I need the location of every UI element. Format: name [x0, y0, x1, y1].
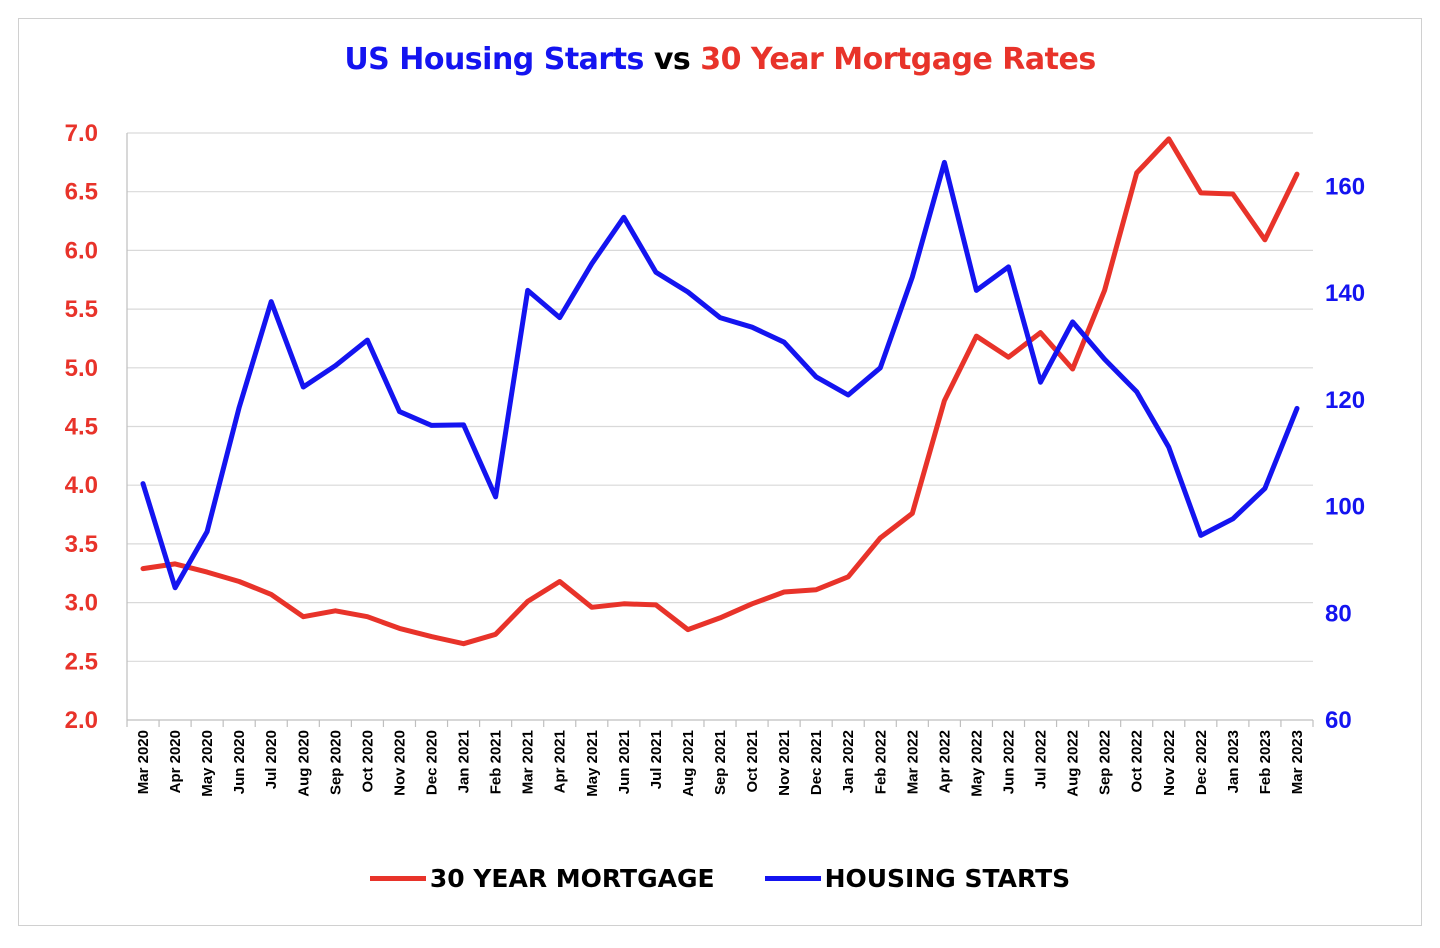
x-tick-label: Dec 2021 — [808, 730, 825, 795]
left-tick-label: 3.5 — [65, 531, 98, 558]
x-tick-label: Jul 2022 — [1033, 730, 1050, 789]
x-tick-label: Apr 2021 — [552, 730, 569, 793]
x-tick-label: Apr 2022 — [936, 730, 953, 793]
x-tick-label: Oct 2022 — [1129, 730, 1146, 793]
x-tick-label: May 2021 — [584, 730, 601, 797]
x-tick-label: Aug 2022 — [1065, 730, 1082, 797]
left-tick-label: 3.0 — [65, 590, 98, 617]
legend: 30 YEAR MORTGAGE HOUSING STARTS — [0, 864, 1440, 893]
x-tick-label: Apr 2020 — [167, 730, 184, 793]
housing-series-line — [140, 159, 1300, 591]
x-tick-label: Jun 2022 — [1000, 730, 1017, 794]
x-tick-label: Sep 2020 — [327, 730, 344, 795]
x-tick-label: Mar 2021 — [520, 730, 537, 794]
x-tick-label: May 2020 — [199, 730, 216, 797]
x-tick-label: Jul 2020 — [263, 730, 280, 789]
left-tick-label: 7.0 — [65, 120, 98, 147]
left-tick-label: 5.5 — [65, 296, 98, 323]
x-tick-label: Sep 2022 — [1097, 730, 1114, 795]
left-tick-label: 6.5 — [65, 179, 98, 206]
x-tick-label: Jan 2022 — [840, 730, 857, 793]
chart-title: US Housing Starts vs 30 Year Mortgage Ra… — [0, 42, 1440, 77]
x-tick-label: Mar 2020 — [135, 730, 152, 794]
title-vs: vs — [643, 42, 701, 77]
x-tick-label: Mar 2022 — [904, 730, 921, 794]
title-housing-starts: US Housing Starts — [344, 42, 644, 77]
left-axis-ticks: 2.0 2.5 3.0 3.5 4.0 4.5 5.0 5.5 6.0 6.5 7.0 — [65, 120, 98, 734]
left-tick-label: 2.5 — [65, 648, 98, 675]
x-tick-label: Nov 2020 — [391, 730, 408, 796]
legend-label-housing: HOUSING STARTS — [824, 864, 1071, 893]
legend-swatch-housing — [764, 876, 821, 881]
left-tick-label: 5.0 — [65, 355, 98, 382]
x-tick-label: Jan 2023 — [1225, 730, 1242, 793]
right-tick-label: 80 — [1325, 600, 1352, 627]
x-tick-label: Jan 2021 — [456, 730, 473, 793]
gridlines — [127, 132, 1313, 662]
legend-item-mortgage: 30 YEAR MORTGAGE — [369, 864, 715, 893]
x-tick-label: Oct 2020 — [359, 730, 376, 793]
title-mortgage-rates: 30 Year Mortgage Rates — [700, 42, 1096, 77]
left-tick-label: 6.0 — [65, 237, 98, 264]
right-tick-label: 60 — [1325, 707, 1352, 734]
right-tick-label: 160 — [1325, 173, 1365, 200]
right-tick-label: 100 — [1325, 494, 1365, 521]
x-tick-label: Aug 2020 — [295, 730, 312, 797]
x-tick-label: Sep 2021 — [712, 730, 729, 795]
right-tick-label: 140 — [1325, 280, 1365, 307]
left-tick-label: 4.0 — [65, 472, 98, 499]
axes — [126, 133, 1314, 727]
x-tick-label: Jun 2020 — [231, 730, 248, 794]
legend-item-housing: HOUSING STARTS — [764, 864, 1071, 893]
series-lines — [140, 136, 1300, 647]
x-tick-label: Jul 2021 — [648, 730, 665, 789]
x-tick-label: Nov 2021 — [776, 730, 793, 796]
right-tick-label: 120 — [1325, 387, 1365, 414]
legend-swatch-mortgage — [369, 876, 426, 881]
x-tick-label: Oct 2021 — [744, 730, 761, 793]
x-tick-label: May 2022 — [968, 730, 985, 797]
x-tick-label: Jun 2021 — [616, 730, 633, 794]
x-tick-label: Aug 2021 — [680, 730, 697, 797]
left-tick-label: 4.5 — [65, 414, 98, 441]
mortgage-series-line — [140, 136, 1300, 647]
x-tick-label: Mar 2023 — [1289, 730, 1306, 794]
x-tick-label: Dec 2020 — [424, 730, 441, 795]
right-axis-ticks: 60 80 100 120 140 160 — [1325, 173, 1365, 734]
x-axis-ticks: Mar 2020 Apr 2020 May 2020 Jun 2020 Jul 2020… — [135, 730, 1306, 797]
legend-label-mortgage: 30 YEAR MORTGAGE — [429, 864, 715, 893]
x-tick-label: Feb 2021 — [488, 730, 505, 794]
x-tick-label: Feb 2022 — [872, 730, 889, 794]
left-tick-label: 2.0 — [65, 707, 98, 734]
x-tick-label: Feb 2023 — [1257, 730, 1274, 794]
x-tick-label: Nov 2022 — [1161, 730, 1178, 796]
x-tick-label: Dec 2022 — [1193, 730, 1210, 795]
